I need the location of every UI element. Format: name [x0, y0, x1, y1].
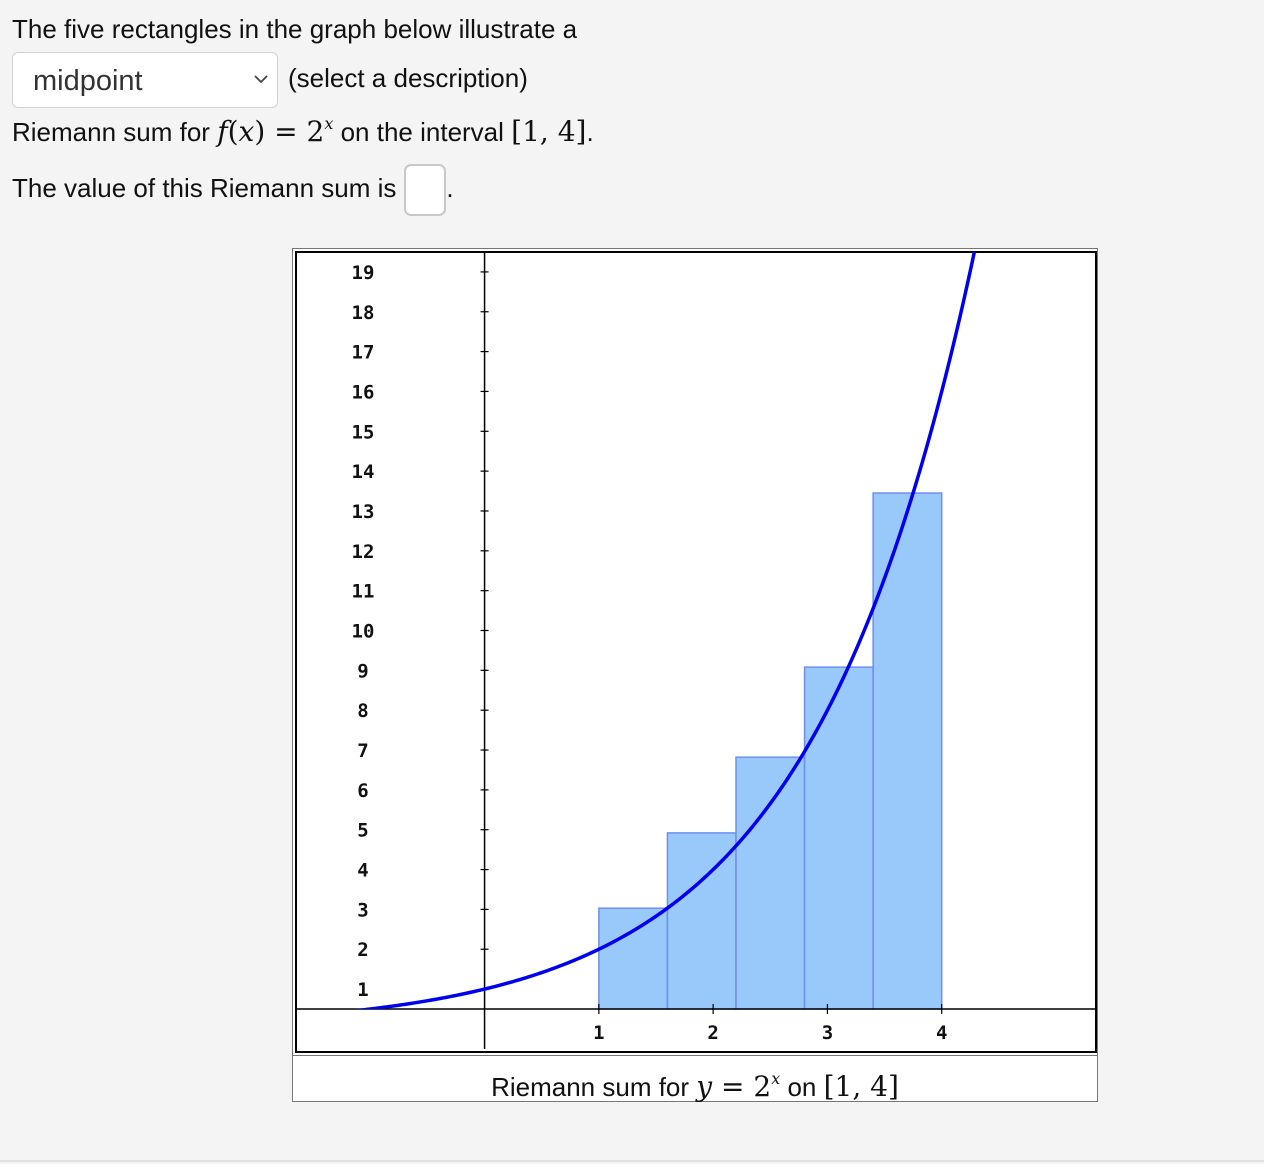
answer-input[interactable] [404, 164, 447, 216]
y-tick-label: 16 [352, 381, 375, 403]
y-tick-label: 3 [357, 899, 368, 921]
function-curve [355, 252, 977, 1009]
function-expression: f(x) = 2x [217, 114, 334, 148]
y-tick-label: 6 [357, 780, 368, 802]
caption-on: on [787, 1072, 817, 1102]
riemann-rect-4 [803, 666, 874, 1010]
caption-exponent: x [771, 1069, 781, 1088]
value-question-row: The value of this Riemann sum is. [12, 164, 454, 216]
chevron-down-icon [254, 75, 268, 84]
function-exponent: x [324, 114, 334, 133]
y-tick-label: 1 [357, 979, 368, 1001]
y-tick-label: 4 [357, 860, 368, 882]
riemann-rect-3 [735, 756, 806, 1010]
x-tick-label: 2 [707, 1022, 718, 1044]
x-tick-label: 3 [822, 1022, 833, 1044]
page-divider [0, 1160, 1264, 1162]
select-value: midpoint [33, 65, 143, 97]
riemann-rect-1 [598, 907, 669, 1010]
y-tick-label: 9 [357, 660, 368, 682]
x-tick-label: 4 [936, 1022, 947, 1044]
y-tick-label: 15 [352, 421, 375, 443]
riemann-type-select[interactable]: midpoint [12, 52, 278, 108]
y-tick-label: 19 [352, 262, 375, 284]
graph-caption: Riemann sum for y = 2x on [1, 4] [293, 1055, 1097, 1103]
interval-text: on the interval [340, 117, 504, 147]
x-tick-label: 1 [593, 1022, 604, 1044]
y-tick-label: 12 [352, 541, 375, 563]
y-tick-label: 5 [357, 820, 368, 842]
y-tick-label: 17 [352, 342, 375, 364]
caption-prefix: Riemann sum for [491, 1072, 690, 1102]
question-intro: The five rectangles in the graph below i… [12, 14, 578, 44]
y-tick-label: 10 [352, 621, 375, 643]
interval-value: [1, 4] [511, 115, 587, 148]
plot-frame [295, 251, 1097, 1053]
y-tick-label: 13 [352, 501, 375, 523]
riemann-rect-5 [872, 492, 943, 1010]
value-question: The value of this Riemann sum is [12, 172, 397, 203]
function-name: f [217, 115, 228, 148]
y-tick-label: 14 [352, 461, 375, 483]
sum-description: Riemann sum for f(x) = 2x on the interva… [12, 114, 594, 148]
y-tick-label: 8 [357, 700, 368, 722]
caption-base: 2 [753, 1070, 772, 1103]
function-base: 2 [306, 115, 325, 148]
function-arg: x [238, 115, 255, 148]
riemann-graph: 19 18 17 16 15 14 13 12 11 10 9 8 7 6 5 4 3 2 1 1 2 3 4 Rieman… [292, 248, 1098, 1103]
caption-interval: [1, 4] [823, 1070, 899, 1103]
sentence-prefix: Riemann sum for [12, 117, 210, 147]
y-tick-label: 7 [357, 740, 368, 762]
y-tick-label: 11 [352, 581, 375, 603]
select-hint: (select a description) [288, 63, 528, 93]
caption-var: y [696, 1070, 713, 1103]
y-tick-label: 18 [352, 302, 375, 324]
y-tick-label: 2 [357, 939, 368, 961]
